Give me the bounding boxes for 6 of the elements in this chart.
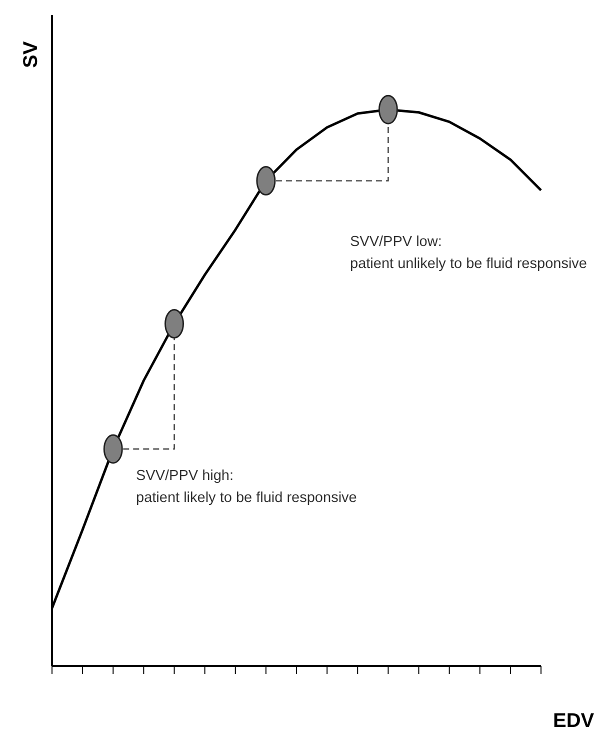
annotation: patient likely to be fluid responsive <box>136 490 357 506</box>
x-axis-title: EDV <box>553 710 594 733</box>
y-axis-title: SV <box>20 41 43 68</box>
annotation: SVV/PPV low: <box>350 234 442 250</box>
annotation: patient unlikely to be fluid responsive <box>350 256 587 272</box>
annotation: SVV/PPV high: <box>136 468 234 484</box>
